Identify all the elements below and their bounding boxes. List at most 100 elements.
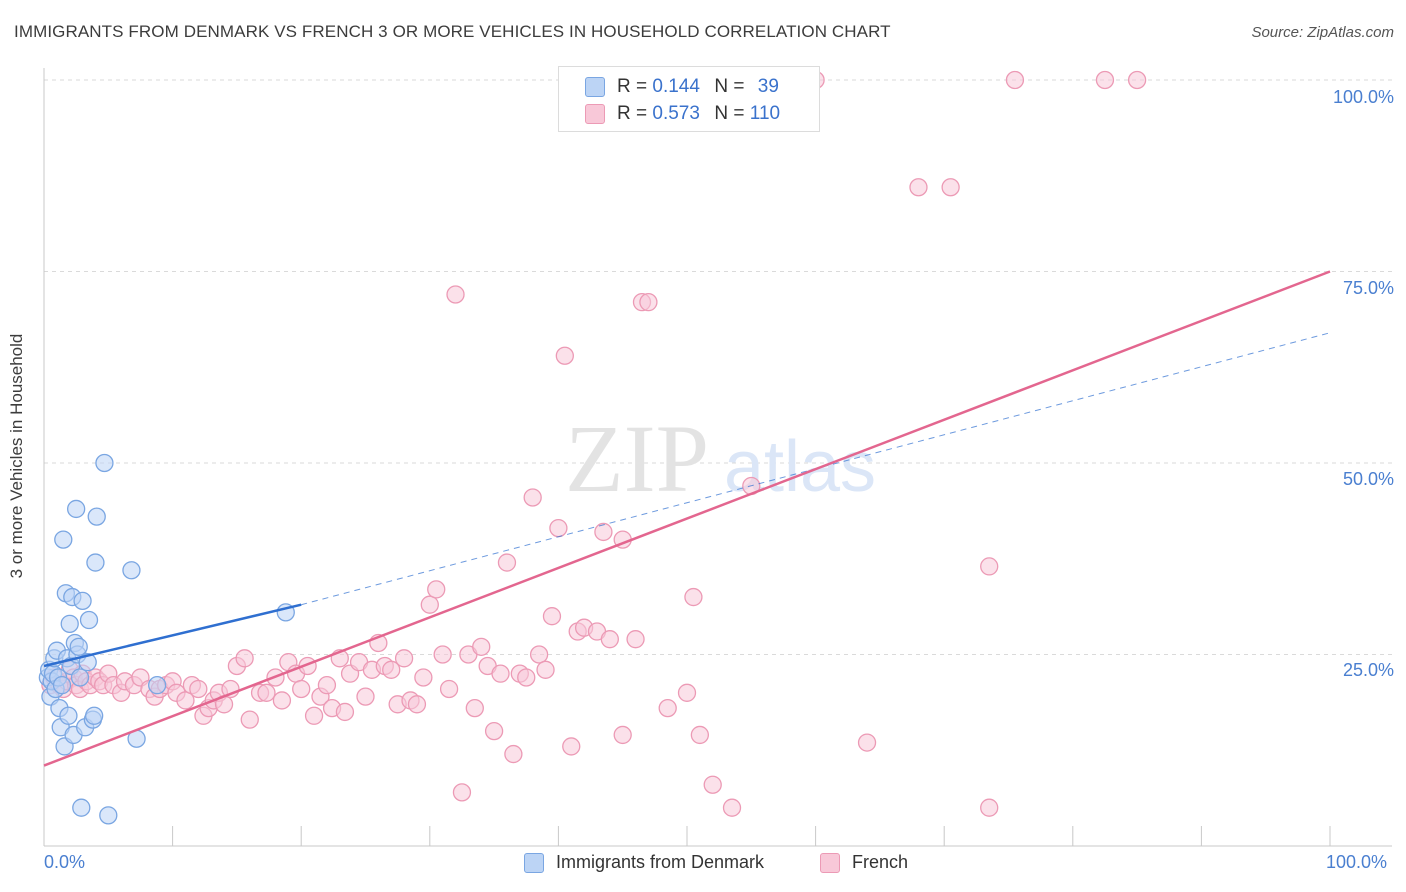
french-point <box>439 679 459 699</box>
french-point <box>356 687 375 706</box>
denmark-point <box>72 798 91 817</box>
french-point <box>394 649 414 668</box>
bottom-legend-french: French <box>820 852 908 873</box>
french-point <box>1127 70 1147 90</box>
denmark-point <box>73 591 92 611</box>
french-point <box>542 607 562 626</box>
y-tick-label-50: 50.0% <box>1342 469 1394 489</box>
french-point <box>335 702 355 722</box>
denmark-point <box>79 610 99 630</box>
denmark-point <box>60 614 79 634</box>
french-point <box>517 668 536 687</box>
french-point <box>189 679 208 699</box>
french-point <box>690 725 710 745</box>
y-tick-label-75: 75.0% <box>1342 278 1394 298</box>
french-point <box>613 725 632 745</box>
french-point <box>536 660 555 679</box>
french-point <box>1095 70 1115 90</box>
watermark-zip: ZIP <box>565 405 709 512</box>
french-point <box>407 695 427 714</box>
french-point <box>382 660 401 679</box>
y-tick-label-25: 25.0% <box>1342 660 1394 680</box>
french-point <box>272 691 292 710</box>
denmark-point <box>87 507 106 526</box>
french-point <box>427 580 446 599</box>
french-trend-line <box>43 270 1331 767</box>
y-axis-label: 3 or more Vehicles in Household <box>7 333 26 579</box>
french-point <box>465 698 484 718</box>
denmark-point <box>99 806 118 825</box>
legend-r-label: R = <box>617 103 648 124</box>
denmark-point <box>52 675 72 695</box>
legend-row-french: R = 0.573 N = 110 <box>585 100 780 128</box>
x-tick-label-100: 100.0% <box>1326 852 1388 872</box>
denmark-points <box>38 453 295 825</box>
french-swatch <box>585 104 605 124</box>
french-point <box>452 783 472 802</box>
french-point <box>722 798 742 817</box>
french-point <box>304 706 324 725</box>
legend-n-value-denmark: 39 <box>757 76 779 97</box>
french-point <box>639 292 658 312</box>
source-label: Source: ZipAtlas.com <box>1251 24 1394 41</box>
y-tick-label-100: 100.0% <box>1332 87 1394 107</box>
french-point <box>941 178 960 197</box>
legend-n-label: N = <box>714 76 745 97</box>
denmark-point <box>85 706 104 725</box>
french-point <box>857 733 877 752</box>
french-point <box>562 737 581 756</box>
french-point <box>292 679 311 699</box>
french-point <box>433 645 452 664</box>
legend-r-value-french: 0.573 <box>652 103 700 124</box>
french-point <box>414 668 433 687</box>
denmark-point <box>67 499 86 519</box>
french-point <box>176 691 195 710</box>
french-point <box>446 285 465 304</box>
french-point <box>594 522 613 542</box>
french-point <box>909 178 928 197</box>
french-point <box>980 798 999 817</box>
french-point <box>980 557 999 576</box>
denmark-point <box>69 637 88 656</box>
french-legend-label: French <box>852 852 909 872</box>
denmark-legend-label: Immigrants from Denmark <box>556 852 765 872</box>
french-point <box>703 775 722 794</box>
bottom-legend-denmark: Immigrants from Denmark <box>524 852 764 873</box>
french-point <box>257 683 276 702</box>
french-point <box>472 637 491 656</box>
french-point <box>491 664 510 683</box>
french-point <box>626 630 645 649</box>
trend-layer <box>43 270 1331 767</box>
grid-layer <box>44 79 1392 655</box>
french-point <box>600 630 619 649</box>
denmark-point <box>59 706 78 725</box>
correlation-legend: R = 0.144 N = 39 R = 0.573 N = 110 <box>558 66 820 132</box>
french-point <box>240 710 259 729</box>
french-point <box>529 645 549 664</box>
x-tick-label-0: 0.0% <box>44 852 86 872</box>
french-point <box>549 518 568 538</box>
denmark-swatch <box>585 77 605 97</box>
legend-n-label: N = <box>714 103 745 124</box>
denmark-point <box>70 668 90 687</box>
french-point <box>420 595 439 614</box>
french-point <box>235 649 254 668</box>
french-point <box>523 488 542 507</box>
french-point <box>684 587 703 607</box>
french-point <box>484 721 504 741</box>
french-point <box>504 744 523 764</box>
french-legend-swatch <box>820 852 840 873</box>
denmark-point <box>54 530 73 549</box>
denmark-legend-swatch <box>524 852 544 873</box>
french-point <box>317 675 337 695</box>
denmark-point <box>78 653 97 672</box>
denmark-point <box>148 675 167 695</box>
legend-r-value-denmark: 0.144 <box>652 76 700 97</box>
french-point <box>497 553 517 572</box>
denmark-point <box>95 453 114 473</box>
denmark-point <box>122 561 141 580</box>
denmark-trend-line <box>43 603 302 668</box>
legend-row-denmark: R = 0.144 N = 39 <box>585 73 779 101</box>
french-point <box>677 683 697 702</box>
